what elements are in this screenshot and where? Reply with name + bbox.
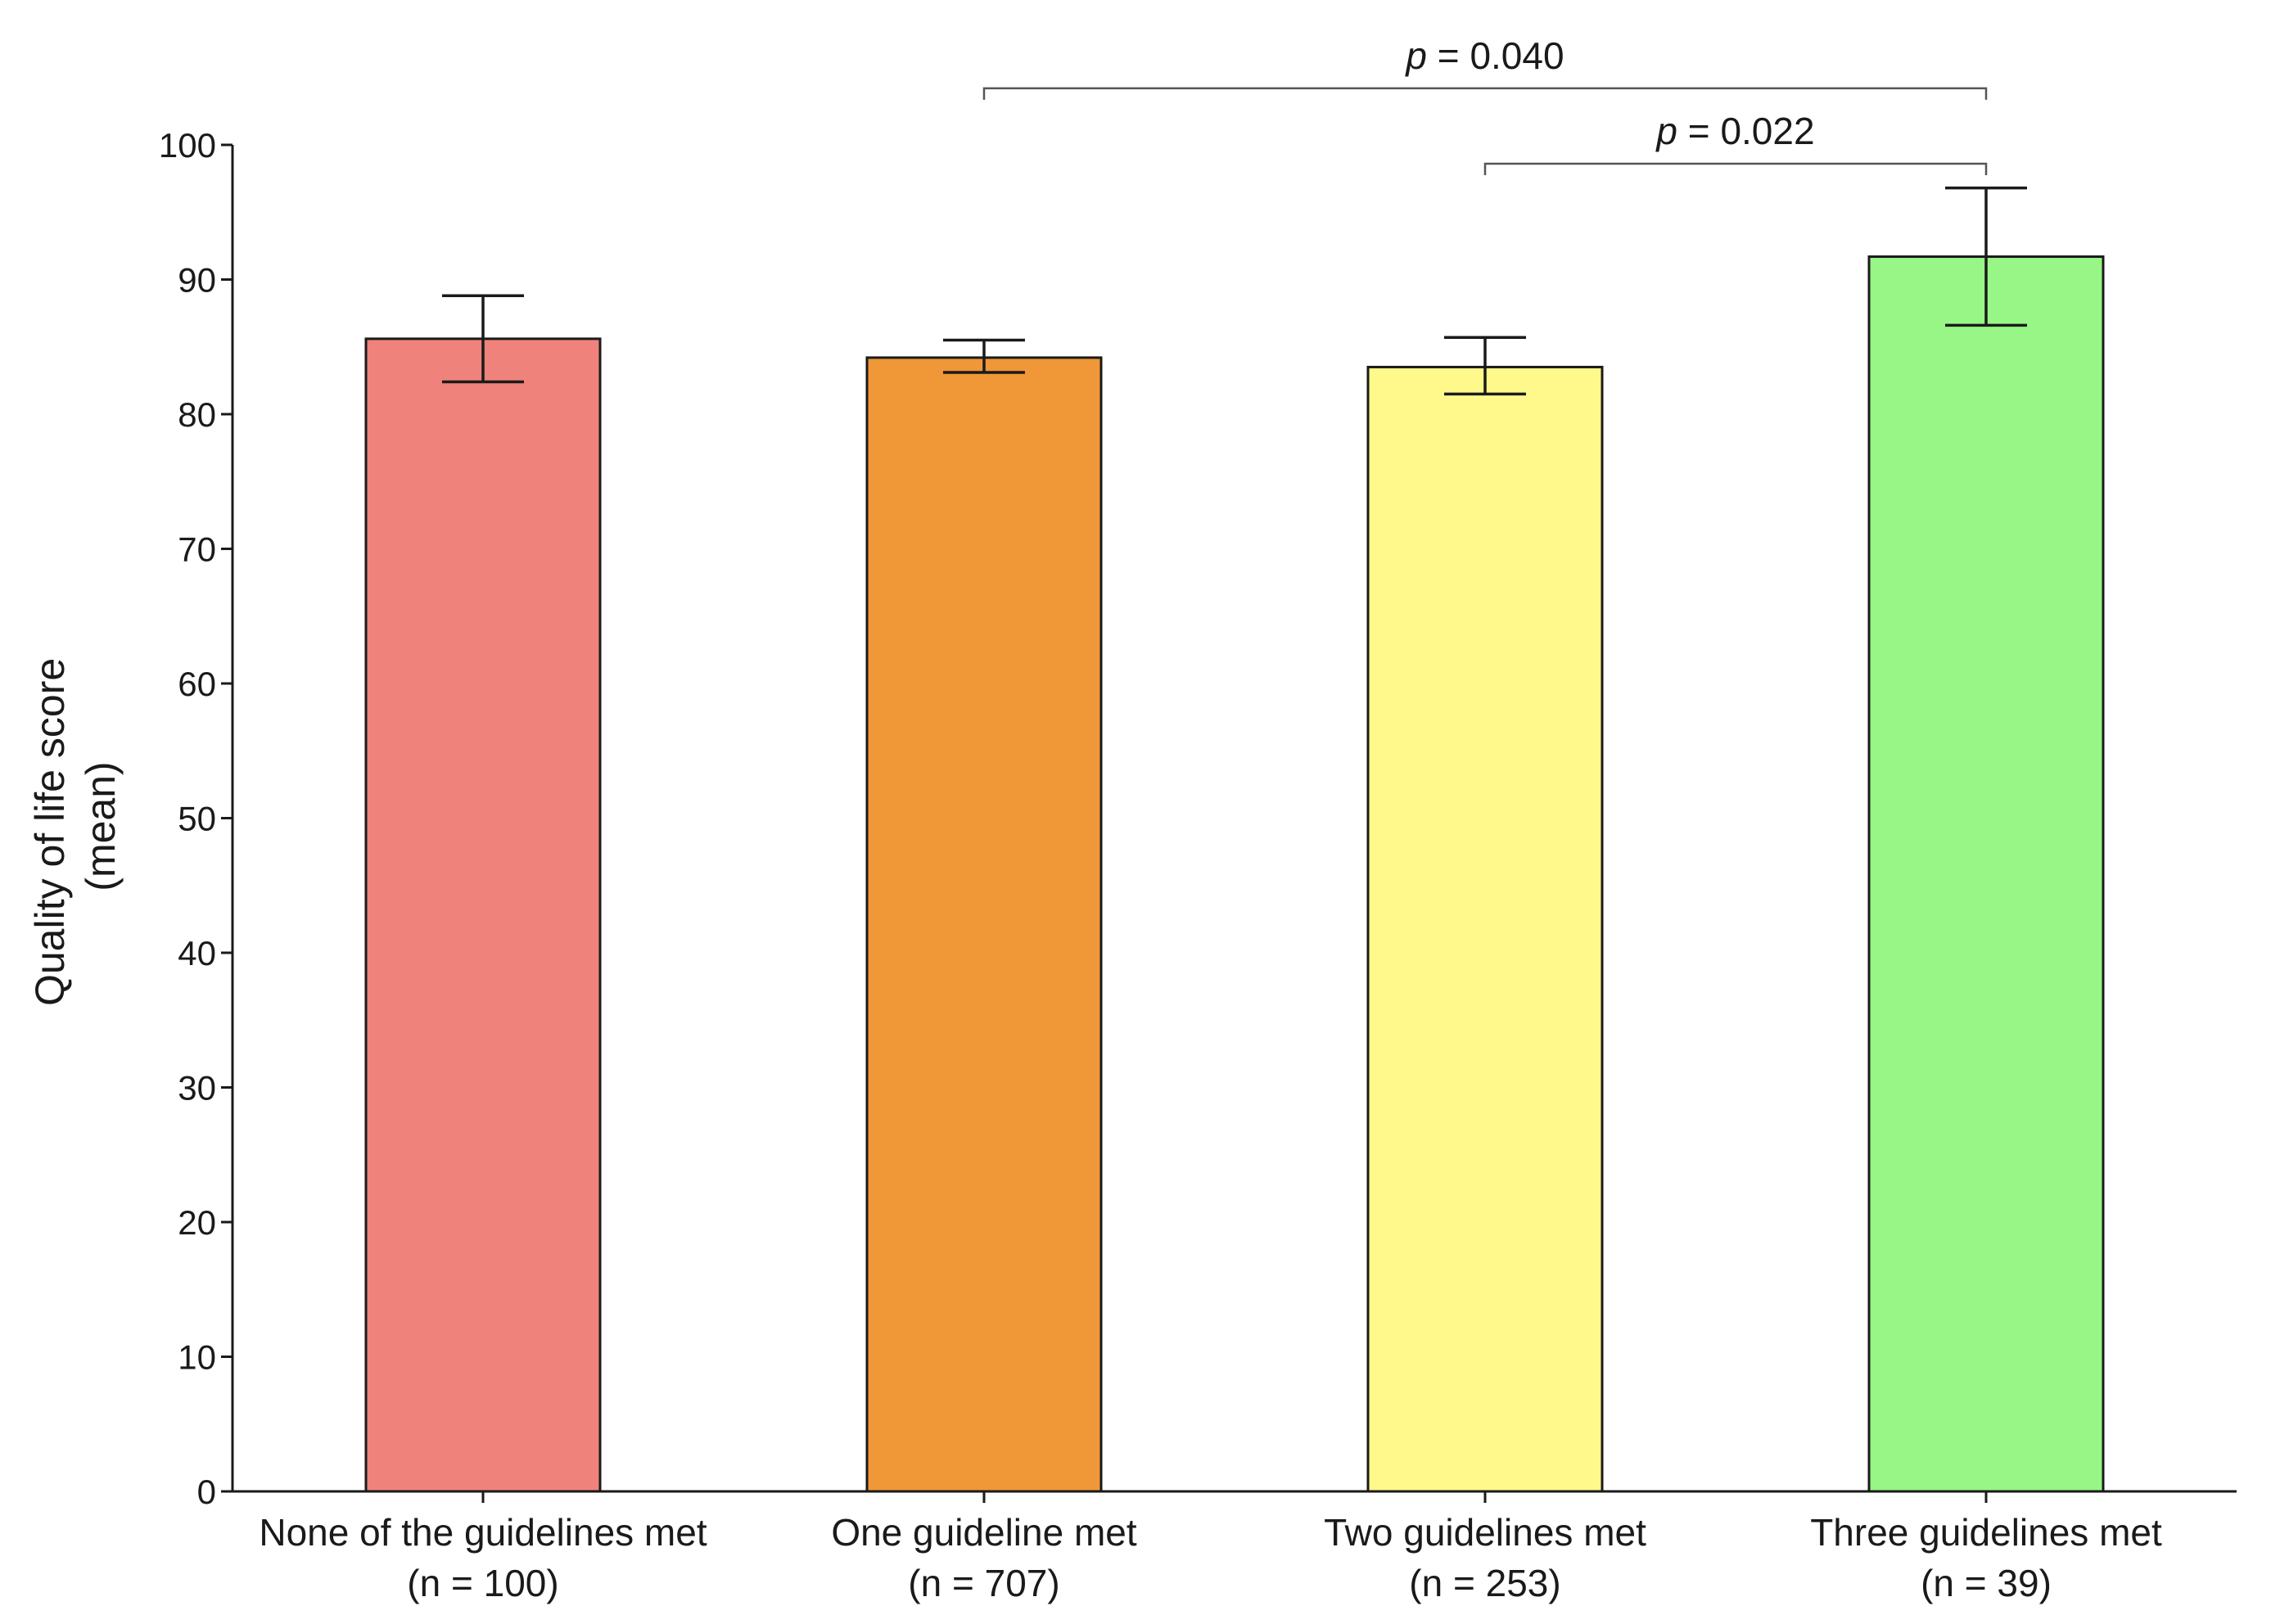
y-tick-label-50: 50 <box>178 800 216 838</box>
x-tick-label-1: None of the guidelines met <box>259 1511 707 1554</box>
y-tick-label-60: 60 <box>178 665 216 703</box>
y-tick-label-100: 100 <box>159 126 216 165</box>
significance-bracket-1 <box>982 87 1988 100</box>
p-value: = 0.040 <box>1427 34 1564 77</box>
p-value: = 0.022 <box>1677 110 1815 152</box>
y-tick-label-0: 0 <box>197 1473 216 1511</box>
x-tick-sample-size-4: (n = 39) <box>1921 1562 2052 1604</box>
y-tick-label-70: 70 <box>178 530 216 569</box>
y-tick-label-30: 30 <box>178 1069 216 1107</box>
x-tick-sample-size-2: (n = 707) <box>908 1562 1059 1604</box>
y-tick-label-40: 40 <box>178 934 216 972</box>
significance-bracket-2 <box>1483 162 1988 176</box>
y-tick-label-20: 20 <box>178 1203 216 1242</box>
bar-1 <box>364 337 602 1493</box>
significance-label-2: p = 0.022 <box>1655 110 1814 152</box>
y-tick-label-80: 80 <box>178 395 216 434</box>
x-tick-label-4: Three guidelines met <box>1810 1511 2162 1554</box>
y-axis-label-line-2: (mean) <box>78 761 124 891</box>
x-tick-label-3: Two guidelines met <box>1324 1511 1646 1554</box>
p-symbol: p <box>1404 34 1427 77</box>
bar-4 <box>1867 255 2105 1493</box>
y-tick-label-10: 10 <box>178 1338 216 1377</box>
bar-3 <box>1366 365 1604 1493</box>
x-tick-sample-size-1: (n = 100) <box>407 1562 558 1604</box>
y-tick-label-90: 90 <box>178 261 216 300</box>
x-tick-sample-size-3: (n = 253) <box>1409 1562 1560 1604</box>
y-axis-label-line-1: Quality of life score <box>27 658 73 1006</box>
bar-2 <box>865 356 1103 1493</box>
y-axis-label: Quality of life score (mean) <box>27 647 124 1006</box>
p-symbol: p <box>1655 110 1677 152</box>
x-tick-label-2: One guideline met <box>831 1511 1137 1554</box>
significance-label-1: p = 0.040 <box>1404 34 1564 77</box>
